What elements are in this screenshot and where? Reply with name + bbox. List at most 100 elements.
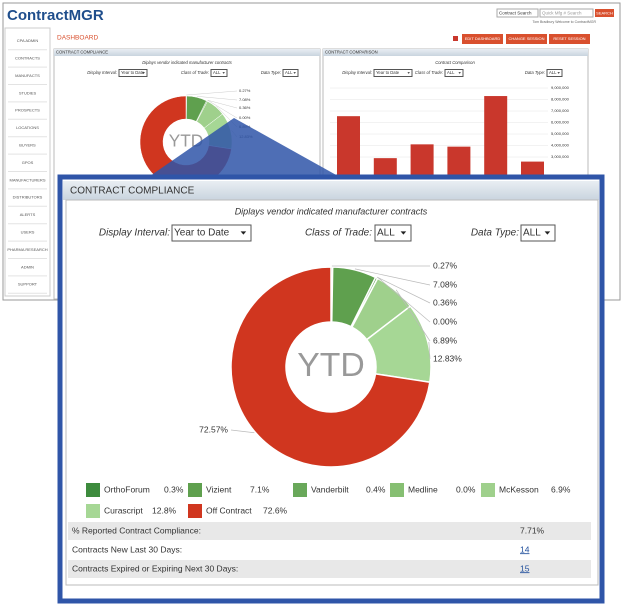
slice-label: 0.36%: [433, 297, 458, 307]
legend-value: 6.9%: [551, 484, 571, 494]
panel-subtitle: Diplays vendor indicated manufacturer co…: [142, 60, 233, 65]
header-button-text[interactable]: EDIT DASHBOARD: [465, 36, 501, 41]
filter-select[interactable]: [282, 69, 299, 77]
leader-line: [197, 96, 238, 101]
filter-value[interactable]: ALL: [213, 70, 221, 75]
filter-select[interactable]: [444, 69, 464, 77]
nav-item[interactable]: LOCATIONS: [16, 125, 39, 130]
nav-item[interactable]: MANUFACTURERS: [9, 177, 45, 182]
legend-value: 12.8%: [152, 505, 177, 515]
slice-label: 7.08%: [433, 279, 458, 289]
filter-select[interactable]: [546, 69, 563, 77]
nav-item[interactable]: USERS: [21, 229, 35, 234]
filter-label: Data Type:: [471, 228, 519, 239]
leader-line: [354, 268, 431, 286]
dropdown-arrow[interactable]: [142, 72, 145, 74]
filter-label: Class of Trade:: [415, 70, 443, 75]
nav-item[interactable]: ADMIN: [21, 264, 34, 269]
filter-value[interactable]: ALL: [377, 228, 395, 239]
nav-item[interactable]: CPA ADMIN: [17, 38, 39, 43]
nav-item[interactable]: GPOS: [22, 160, 34, 165]
filter-label: Class of Trade:: [181, 70, 209, 75]
leader-line: [207, 100, 238, 119]
stat-value: 7.71%: [520, 525, 545, 535]
legend-label: Off Contract: [206, 505, 252, 515]
legend-swatch: [86, 483, 100, 497]
leader-line: [428, 341, 431, 360]
stat-label: % Reported Contract Compliance:: [72, 525, 201, 535]
welcome: Tom Bradbury Welcome to ContractMGR: [532, 20, 596, 24]
nav-item[interactable]: DISTRIBUTORS: [13, 195, 43, 200]
header-button[interactable]: [462, 34, 503, 44]
filter-value[interactable]: ALL: [523, 228, 541, 239]
overlay-panel: [65, 199, 599, 586]
filter-value[interactable]: Year to Date: [376, 70, 400, 75]
header-button[interactable]: [506, 34, 547, 44]
lock-icon: [453, 36, 458, 41]
nav-item[interactable]: SUPPORT: [18, 282, 38, 287]
dropdown-arrow[interactable]: [544, 231, 551, 235]
nav-item[interactable]: BUYERS: [19, 142, 36, 147]
filter-select[interactable]: [171, 224, 252, 242]
leader-line: [395, 289, 431, 342]
stat-link[interactable]: 14: [520, 544, 530, 554]
nav-item[interactable]: ALERTS: [20, 212, 36, 217]
filter-value[interactable]: Year to Date: [121, 70, 145, 75]
legend-label: Vizient: [206, 484, 232, 494]
legend-label: Vanderbilt: [311, 484, 349, 494]
search-button-text[interactable]: SEARCH: [596, 11, 613, 16]
dropdown-arrow[interactable]: [400, 231, 407, 235]
filter-value[interactable]: ALL: [285, 70, 293, 75]
donut-center-label: YTD: [297, 346, 365, 384]
y-tick-label: 3,000,000: [551, 154, 570, 159]
donut-slice: [230, 266, 431, 468]
search-select[interactable]: [496, 8, 539, 18]
stat-link[interactable]: 15: [520, 563, 530, 573]
slice-label: 0.27%: [433, 260, 458, 270]
leader-line: [207, 100, 238, 109]
filter-select[interactable]: [520, 224, 556, 242]
legend-swatch: [188, 483, 202, 497]
search-input[interactable]: [539, 8, 594, 18]
dropdown-arrow[interactable]: [293, 72, 296, 74]
slice-label: 0.36%: [239, 105, 251, 110]
header-button[interactable]: [549, 34, 590, 44]
panel-header: [54, 49, 320, 56]
dropdown-arrow[interactable]: [407, 72, 410, 74]
bar: [337, 116, 360, 192]
nav-item[interactable]: STUDIES: [19, 90, 37, 95]
filter-select[interactable]: [210, 69, 228, 77]
slice-label: 0.00%: [433, 316, 458, 326]
search-select-text[interactable]: Contract Search: [499, 11, 532, 16]
slice-label: 6.89%: [433, 335, 458, 345]
stat-label: Contracts Expired or Expiring Next 30 Da…: [72, 563, 238, 573]
panel-title: CONTRACT COMPARISON: [325, 50, 378, 55]
dropdown-arrow[interactable]: [557, 72, 560, 74]
dropdown-arrow[interactable]: [458, 72, 461, 74]
filter-label: Display Interval:: [87, 70, 117, 75]
leader-line: [377, 277, 431, 323]
dropdown-arrow[interactable]: [240, 231, 247, 235]
slice-label: 0.00%: [239, 115, 251, 120]
nav-item[interactable]: PROSPECTS: [15, 108, 40, 113]
filter-value[interactable]: ALL: [549, 70, 557, 75]
filter-select[interactable]: [374, 224, 412, 242]
dropdown-arrow[interactable]: [222, 72, 225, 74]
filter-value[interactable]: ALL: [447, 70, 455, 75]
nav-item[interactable]: CONTRACTS: [15, 55, 40, 60]
nav-item[interactable]: PHARMA RESEARCH: [7, 247, 47, 252]
filter-label: Display Interval:: [342, 70, 372, 75]
filter-select[interactable]: [118, 69, 148, 77]
y-tick-label: 8,000,000: [551, 97, 570, 102]
nav-item[interactable]: MANUFACTS: [15, 73, 40, 78]
slice-label: 0.27%: [239, 88, 251, 93]
header-button-text[interactable]: RESET SESSION: [553, 36, 585, 41]
y-tick-label: 4,000,000: [551, 143, 570, 148]
filter-value[interactable]: Year to Date: [174, 228, 230, 239]
search-placeholder[interactable]: Quick Mfg # Search: [542, 11, 582, 16]
header-button-text[interactable]: CHANGE SESSION: [508, 36, 544, 41]
search-button[interactable]: [595, 9, 614, 17]
filter-select[interactable]: [373, 69, 413, 77]
legend-label: McKesson: [499, 484, 539, 494]
